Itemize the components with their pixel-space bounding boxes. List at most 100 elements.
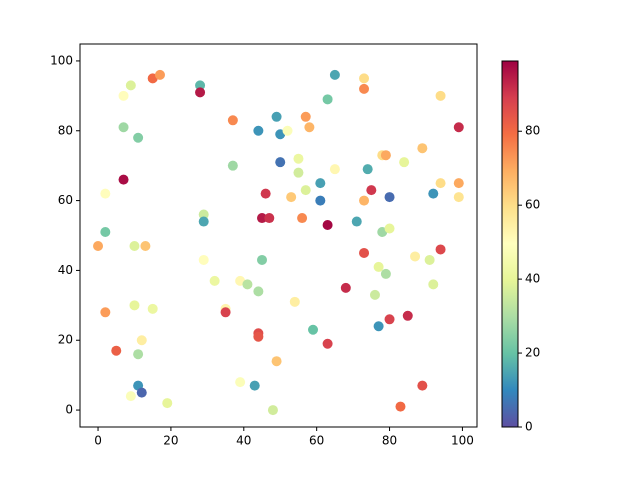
- point: [428, 188, 439, 199]
- point: [198, 209, 209, 220]
- point: [195, 87, 206, 98]
- colorbar: [501, 60, 519, 428]
- point: [253, 331, 264, 342]
- point: [417, 380, 428, 391]
- x-tick-label: 20: [163, 434, 178, 448]
- point: [100, 307, 111, 318]
- point: [220, 307, 231, 318]
- point: [100, 227, 111, 238]
- point: [93, 240, 104, 251]
- point: [129, 300, 140, 311]
- point: [322, 94, 333, 105]
- point: [417, 143, 428, 154]
- point: [399, 157, 410, 168]
- y-tick-label: 80: [58, 123, 73, 137]
- colorbar-tick-label: 60: [525, 198, 540, 212]
- colorbar-tick-label: 40: [525, 272, 540, 286]
- point: [125, 80, 136, 91]
- point: [380, 150, 391, 161]
- point: [162, 398, 173, 409]
- point: [300, 185, 311, 196]
- point: [227, 115, 238, 126]
- point: [209, 275, 220, 286]
- point: [384, 314, 395, 325]
- point: [384, 223, 395, 234]
- point: [118, 174, 129, 185]
- point: [435, 90, 446, 101]
- point: [257, 254, 268, 265]
- point: [380, 268, 391, 279]
- point: [118, 122, 129, 133]
- point: [329, 164, 340, 175]
- point: [242, 279, 253, 290]
- point: [253, 125, 264, 136]
- point: [147, 303, 158, 314]
- point: [133, 132, 144, 143]
- point: [133, 349, 144, 360]
- point: [366, 185, 377, 196]
- point: [125, 391, 136, 402]
- point: [198, 216, 209, 227]
- point: [384, 192, 395, 203]
- y-tick-label: 0: [65, 403, 73, 417]
- point: [300, 111, 311, 122]
- point: [373, 261, 384, 272]
- y-tick-label: 100: [50, 53, 73, 67]
- point: [100, 188, 111, 199]
- point: [395, 401, 406, 412]
- point: [435, 178, 446, 189]
- point: [271, 111, 282, 122]
- point: [275, 157, 286, 168]
- colorbar-tick-label: 20: [525, 346, 540, 360]
- point: [435, 244, 446, 255]
- point: [453, 122, 464, 133]
- point: [289, 296, 300, 307]
- point: [315, 195, 326, 206]
- point: [453, 178, 464, 189]
- point: [453, 192, 464, 203]
- point: [195, 80, 206, 91]
- point: [410, 251, 421, 262]
- point: [253, 286, 264, 297]
- x-tick-label: 0: [94, 434, 102, 448]
- point: [227, 160, 238, 171]
- point: [329, 69, 340, 80]
- point: [369, 289, 380, 300]
- colorbar-tick-label: 0: [525, 420, 533, 434]
- point: [136, 387, 147, 398]
- point: [373, 321, 384, 332]
- point: [198, 254, 209, 265]
- x-tick-label: 60: [309, 434, 324, 448]
- point: [293, 167, 304, 178]
- point: [271, 356, 282, 367]
- point: [286, 192, 297, 203]
- point: [111, 345, 122, 356]
- point: [308, 324, 319, 335]
- point: [118, 90, 129, 101]
- point: [359, 195, 370, 206]
- point: [402, 310, 413, 321]
- point: [264, 213, 275, 224]
- point: [297, 213, 308, 224]
- x-tick-label: 100: [451, 434, 474, 448]
- point: [322, 220, 333, 231]
- point: [304, 122, 315, 133]
- y-tick-label: 20: [58, 333, 73, 347]
- plot-area: [80, 44, 477, 427]
- point: [340, 282, 351, 293]
- point: [359, 73, 370, 84]
- point: [359, 83, 370, 94]
- point: [136, 335, 147, 346]
- point: [282, 125, 293, 136]
- y-tick-label: 60: [58, 193, 73, 207]
- point: [257, 213, 268, 224]
- point: [140, 240, 151, 251]
- point: [362, 164, 373, 175]
- point: [154, 69, 165, 80]
- point: [260, 188, 271, 199]
- colorbar-tick-label: 80: [525, 124, 540, 138]
- point: [359, 247, 370, 258]
- point: [293, 153, 304, 164]
- axes-frame: [79, 43, 478, 428]
